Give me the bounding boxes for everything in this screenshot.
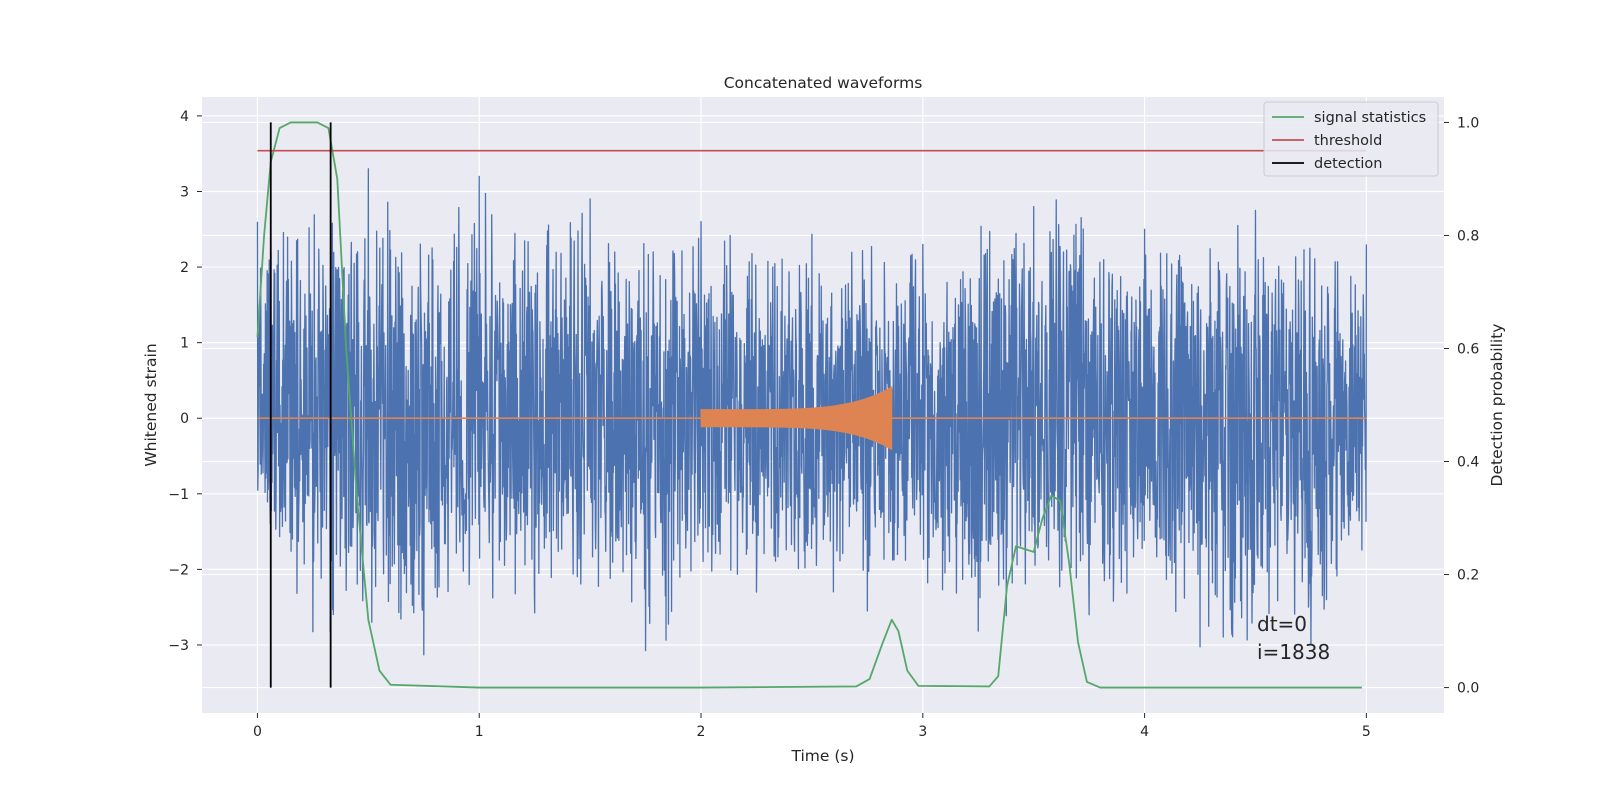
y-tick-label: 1 bbox=[180, 336, 189, 352]
strain-line bbox=[256, 168, 1368, 656]
y2-tick-label: 1.0 bbox=[1457, 115, 1479, 131]
y2-tick-label: 0.0 bbox=[1457, 681, 1479, 697]
x-tick-label: 1 bbox=[475, 724, 484, 740]
x-tick-label: 2 bbox=[697, 724, 706, 740]
y-tick-label: 3 bbox=[180, 184, 189, 200]
legend-statistic-label: signal statistics bbox=[1314, 110, 1426, 126]
injection-series bbox=[257, 386, 1367, 450]
statistic-line bbox=[256, 121, 1362, 689]
x-tick-label: 0 bbox=[253, 724, 262, 740]
legend: signal statistics threshold detection bbox=[1263, 101, 1439, 177]
annotation-dt: dt=0 bbox=[1257, 612, 1307, 636]
legend-detection-label: detection bbox=[1314, 156, 1382, 172]
y2-axis-label: Detection probability bbox=[1488, 324, 1506, 487]
x-axis-label: Time (s) bbox=[790, 747, 854, 765]
y2-tick-label: 0.4 bbox=[1457, 455, 1479, 471]
y-axis-label: Whitened strain bbox=[142, 343, 160, 466]
axes: 0 1 2 3 4 5 −3 −2 −1 0 1 2 3 4 0.0 0.2 0.4 0.6 0.8 1.0 bbox=[168, 109, 1479, 740]
y-tick-label: −3 bbox=[168, 638, 189, 654]
legend-box bbox=[1263, 101, 1439, 177]
legend-threshold-label: threshold bbox=[1314, 133, 1382, 149]
annotation-index: i=1838 bbox=[1257, 640, 1330, 664]
y-tick-label: −2 bbox=[168, 562, 189, 578]
y2-tick-label: 0.8 bbox=[1457, 228, 1479, 244]
chart-title: Concatenated waveforms bbox=[724, 74, 923, 92]
y-tick-label: 4 bbox=[180, 109, 189, 125]
y-tick-label: −1 bbox=[168, 487, 189, 503]
y-tick-label: 2 bbox=[180, 260, 189, 276]
injection-chirp bbox=[700, 386, 893, 450]
x-tick-label: 4 bbox=[1140, 724, 1149, 740]
statistic-series bbox=[256, 121, 1367, 689]
y-tick-label: 0 bbox=[180, 411, 189, 427]
y2-tick-label: 0.2 bbox=[1457, 568, 1479, 584]
x-tick-label: 3 bbox=[918, 724, 927, 740]
strain-series bbox=[256, 168, 1368, 656]
y2-tick-label: 0.6 bbox=[1457, 341, 1479, 357]
x-tick-label: 5 bbox=[1362, 724, 1371, 740]
